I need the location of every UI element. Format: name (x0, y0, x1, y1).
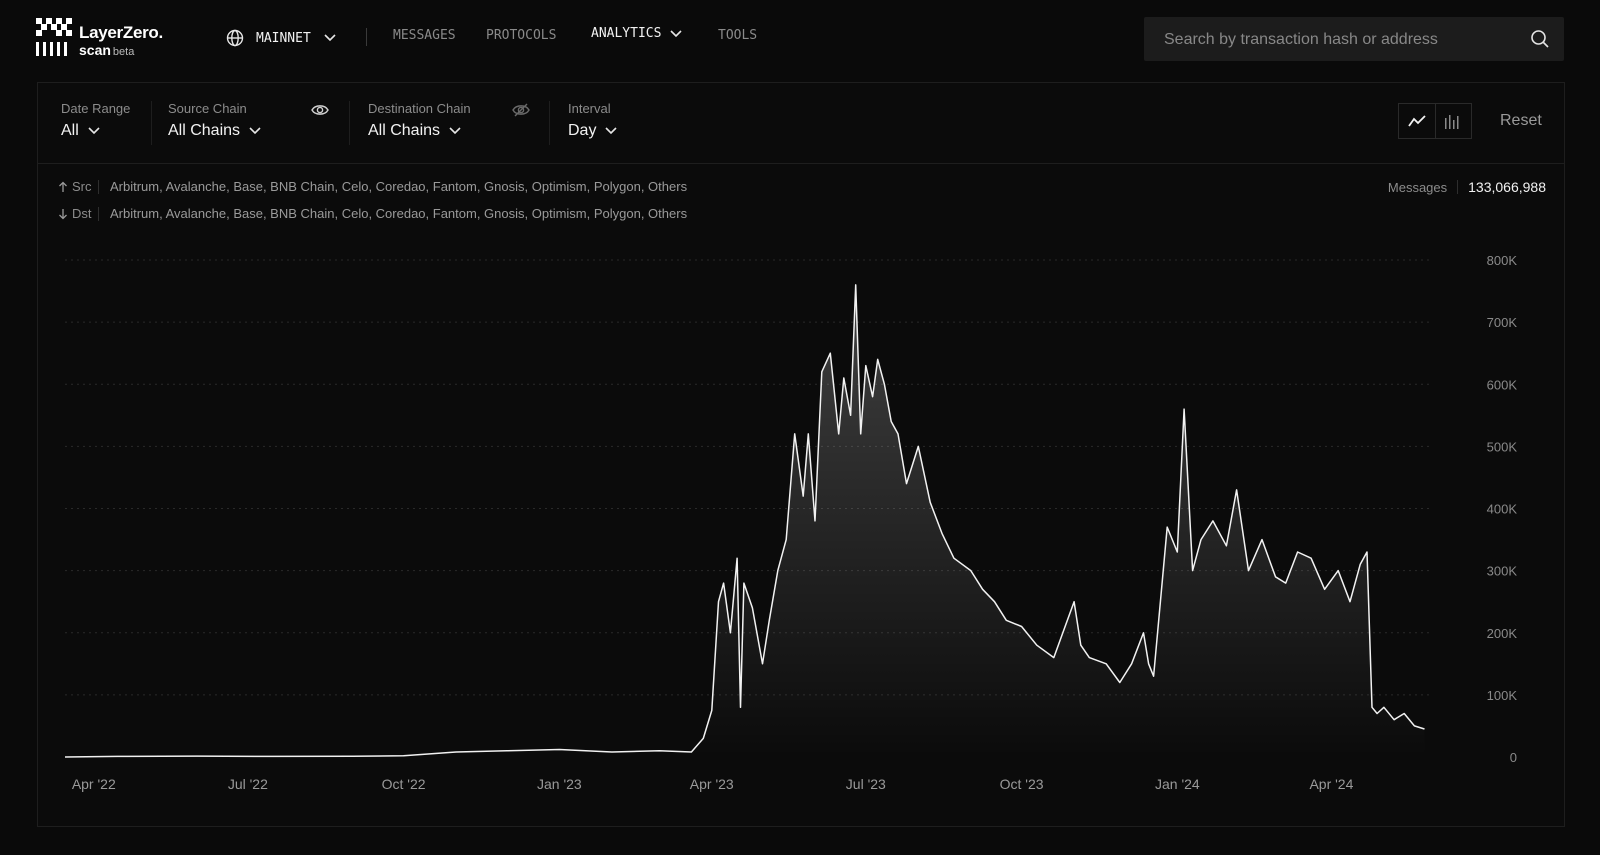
interval-filter: Interval Day (568, 101, 618, 140)
chevron-down-icon (324, 34, 336, 42)
y-tick-label: 500K (1487, 439, 1518, 454)
chart-type-toggle (1398, 103, 1472, 139)
arrow-down-icon (59, 208, 67, 219)
beta-badge: beta (112, 46, 135, 58)
network-label: MAINNET (256, 30, 311, 46)
dst-label: Dst (72, 206, 92, 221)
reset-button[interactable]: Reset (1500, 112, 1542, 129)
y-tick-label: 700K (1487, 315, 1518, 330)
date-range-filter: Date Range All (61, 101, 130, 140)
x-tick-label: Apr '24 (1309, 776, 1353, 792)
line-chart-toggle[interactable] (1399, 104, 1435, 138)
y-tick-label: 0 (1510, 750, 1517, 765)
y-tick-label: 800K (1487, 253, 1518, 268)
y-tick-label: 600K (1487, 377, 1518, 392)
legend-divider (98, 206, 99, 221)
x-tick-label: Oct '23 (1000, 776, 1044, 792)
source-chain-value: All Chains (168, 122, 241, 139)
messages-chart[interactable]: 0 100K 200K 300K 400K 500K 600K 700K 800K Apr '2… (38, 83, 1564, 826)
x-tick-label: Jan '24 (1155, 776, 1200, 792)
date-range-value: All (61, 122, 79, 139)
source-chain-select[interactable]: All Chains (168, 122, 262, 140)
brand-sub: scan beta (79, 42, 134, 58)
nav-analytics[interactable]: ANALYTICS (591, 26, 683, 41)
destination-chain-value: All Chains (368, 122, 441, 139)
source-chain-filter: Source Chain All Chains (168, 101, 262, 140)
interval-label: Interval (568, 101, 611, 116)
top-bar: LayerZero. scan beta MAINNET MESSAGES PRO… (0, 0, 1600, 80)
chevron-down-icon (605, 127, 618, 135)
filter-divider (549, 101, 550, 145)
legend-divider (98, 179, 99, 194)
y-tick-label: 200K (1487, 626, 1518, 641)
date-range-label: Date Range (61, 101, 131, 116)
src-tag: Src (58, 179, 96, 194)
filter-bar: Date Range All Source Chain All Chains D… (38, 83, 1564, 164)
x-tick-label: Apr '22 (72, 776, 116, 792)
src-chain-list: Arbitrum, Avalanche, Base, BNB Chain, Ce… (110, 179, 688, 194)
nav-divider (366, 28, 367, 46)
dst-tag: Dst (58, 206, 96, 221)
messages-area (65, 284, 1425, 757)
x-tick-label: Apr '23 (690, 776, 734, 792)
search-input[interactable] (1162, 17, 1526, 63)
source-chain-label: Source Chain (168, 101, 247, 116)
y-axis: 0 100K 200K 300K 400K 500K 600K 700K 800K (1487, 253, 1518, 765)
interval-select[interactable]: Day (568, 122, 618, 140)
chevron-down-icon (449, 127, 461, 135)
search-bar (1144, 17, 1564, 63)
destination-chain-filter: Destination Chain All Chains (368, 101, 471, 140)
src-label: Src (72, 179, 92, 194)
analytics-panel: Date Range All Source Chain All Chains D… (37, 82, 1565, 827)
messages-label: Messages (1387, 179, 1448, 195)
nav-analytics-label: ANALYTICS (591, 26, 662, 41)
date-range-select[interactable]: All (61, 122, 130, 140)
layerzero-logo[interactable]: LayerZero. scan beta (36, 18, 176, 60)
nav-protocols[interactable]: PROTOCOLS (486, 28, 557, 43)
chevron-down-icon (670, 29, 683, 37)
destination-chain-label: Destination Chain (368, 101, 471, 116)
dst-chain-list: Arbitrum, Avalanche, Base, BNB Chain, Ce… (110, 206, 688, 221)
x-axis: Apr '22 Jul '22 Oct '22 Jan '23 Apr '23 Jul '… (72, 776, 1354, 792)
y-tick-label: 400K (1487, 502, 1518, 517)
messages-count: 133,066,988 (1468, 179, 1546, 195)
eye-off-icon[interactable] (512, 103, 530, 117)
brand-sub-text: scan (79, 42, 111, 58)
destination-chain-select[interactable]: All Chains (368, 122, 471, 140)
chevron-down-icon (88, 127, 100, 135)
bar-chart-icon (1445, 115, 1459, 129)
eye-icon[interactable] (311, 103, 329, 117)
interval-value: Day (568, 122, 597, 139)
arrow-up-icon (59, 181, 67, 192)
bar-chart-toggle[interactable] (1434, 104, 1472, 138)
x-tick-label: Jan '23 (537, 776, 582, 792)
x-tick-label: Jul '23 (846, 776, 886, 792)
layerzero-mark-icon (36, 18, 72, 56)
chevron-down-icon (249, 127, 261, 135)
nav-messages[interactable]: MESSAGES (393, 28, 456, 43)
source-legend: Src Arbitrum, Avalanche, Base, BNB Chain… (58, 179, 687, 194)
search-icon[interactable] (1530, 29, 1550, 49)
messages-total: Messages 133,066,988 (1388, 179, 1546, 195)
x-tick-label: Jul '22 (228, 776, 268, 792)
y-tick-label: 300K (1487, 564, 1518, 579)
nav-tools[interactable]: TOOLS (718, 28, 758, 43)
filter-divider (151, 101, 152, 145)
globe-icon (226, 29, 244, 47)
brand-name: LayerZero. (79, 23, 163, 42)
network-selector[interactable]: MAINNET (226, 26, 337, 50)
messages-line (64, 284, 1425, 758)
destination-legend: Dst Arbitrum, Avalanche, Base, BNB Chain… (58, 206, 687, 221)
filter-divider (349, 101, 350, 145)
messages-divider (1457, 180, 1459, 194)
line-chart-icon (1408, 115, 1426, 127)
y-tick-label: 100K (1487, 688, 1518, 703)
x-tick-label: Oct '22 (382, 776, 426, 792)
